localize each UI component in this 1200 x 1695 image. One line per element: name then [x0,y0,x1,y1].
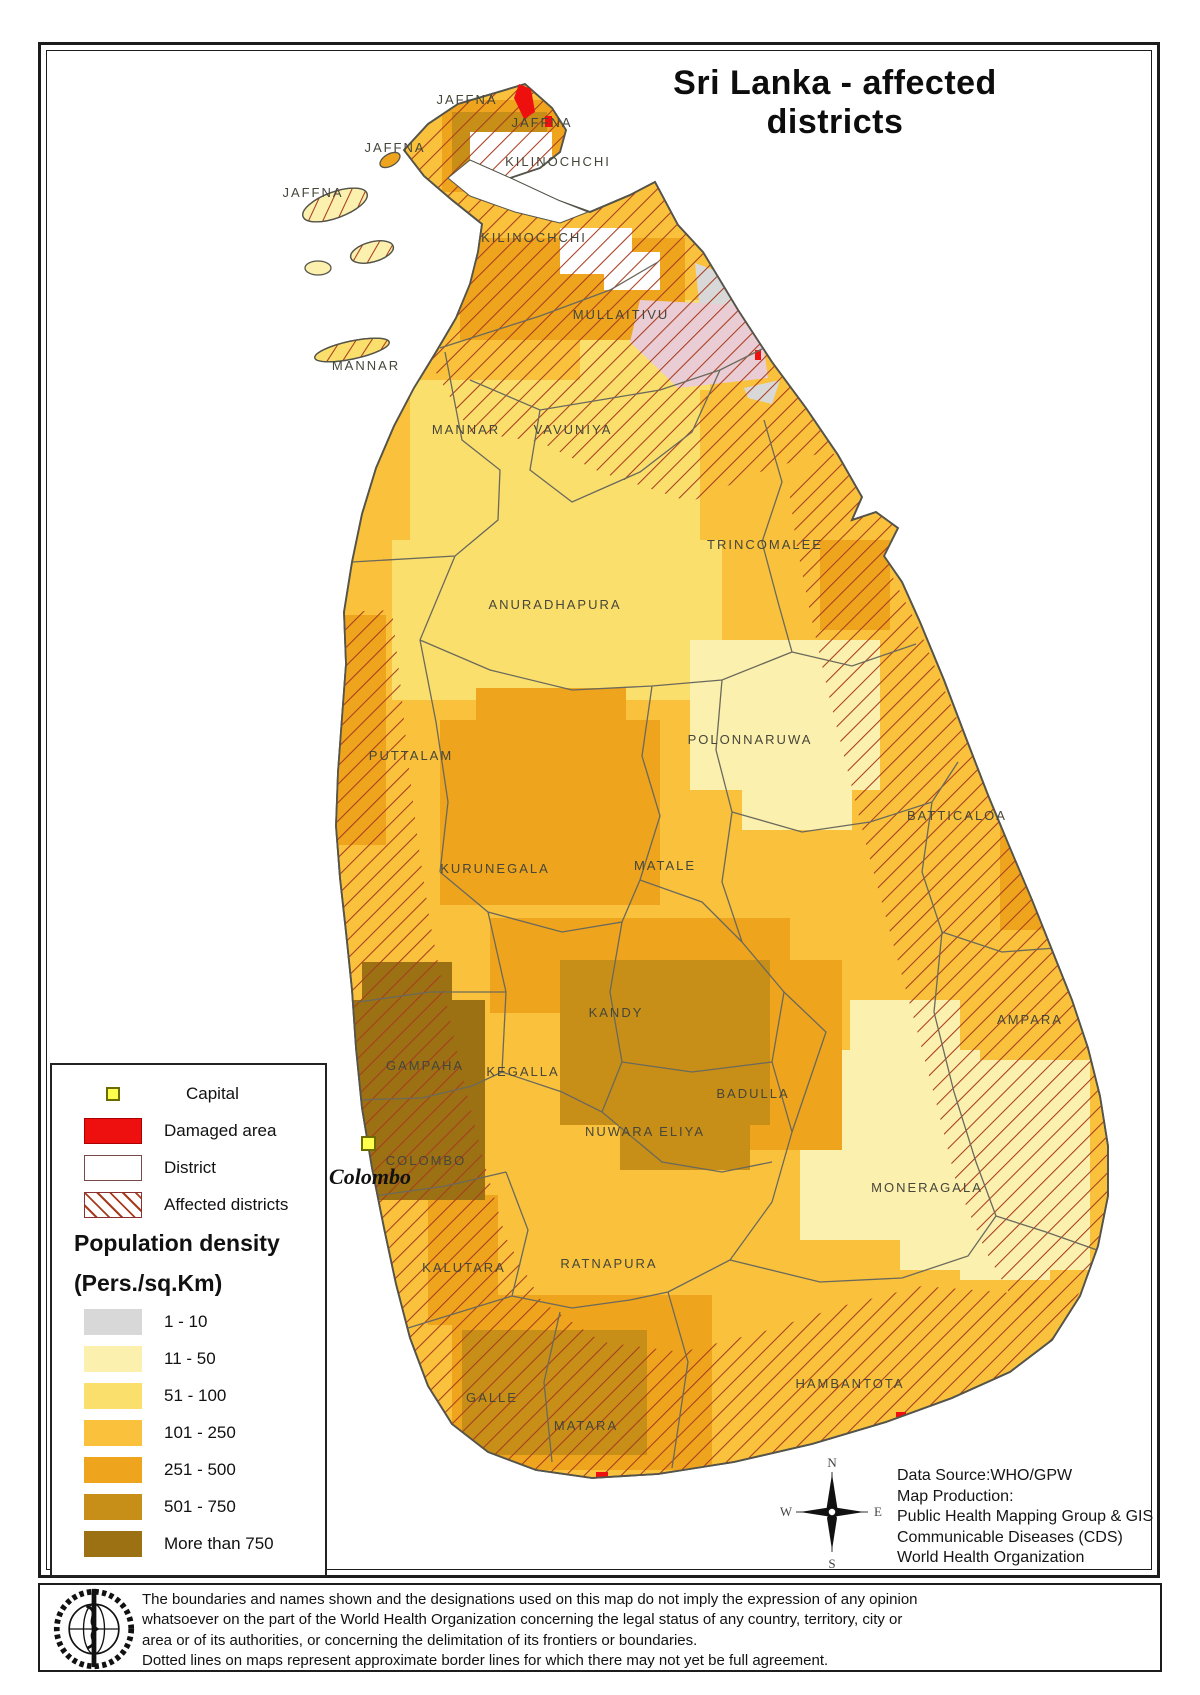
density-swatch [84,1308,142,1335]
jaffna-lagoon [447,159,590,224]
disclaimer-box: The boundaries and names shown and the d… [38,1583,1162,1672]
density-label: 501 - 750 [164,1496,236,1516]
affected-districts-swatch [84,1191,142,1218]
district-label: KALUTARA [422,1260,506,1275]
coastline [335,82,1109,1479]
density-row: 251 - 500 [52,1451,325,1488]
district-label: KEGALLA [486,1064,559,1079]
district-label: MONERAGALA [871,1180,983,1195]
district-label: KILINOCHCHI [481,230,587,245]
density-subtitle: (Pers./sq.Km) [74,1270,223,1296]
district-label: VAVUNIYA [534,422,613,437]
district-label: ANURADHAPURA [488,597,621,612]
compass-south: S [828,1556,835,1571]
district-label: POLONNARUWA [688,732,813,747]
map-frame-inner [46,50,1152,1570]
density-swatch [84,1493,142,1520]
who-logo [53,1588,135,1670]
credit-line: Map Production: [897,1487,1014,1505]
legend-capital-label: Capital [186,1083,239,1103]
density-swatch [84,1456,142,1483]
density-swatch [84,1382,142,1409]
district-label: JAFFNA [436,92,497,107]
capital-marker [361,1136,376,1151]
legend-row-capital: Capital [52,1075,325,1112]
compass-rose: N S W E [780,1455,882,1571]
district-label: BATTICALOA [907,808,1007,823]
district-label: PUTTALAM [369,748,453,763]
density-swatch [84,1345,142,1372]
district-label: AMPARA [997,1012,1063,1027]
district-boundaries [351,261,1098,1469]
density-row: 1 - 10 [52,1303,325,1340]
density-label: 251 - 500 [164,1459,236,1479]
density-row: 11 - 50 [52,1340,325,1377]
density-label: 101 - 250 [164,1422,236,1442]
map-title: Sri Lanka - affected districts [673,64,997,141]
island [302,82,1109,1479]
district-label: GALLE [466,1390,518,1405]
district-label: JAFFNA [511,115,572,130]
density-label: More than 750 [164,1533,274,1553]
legend-affected-label: Affected districts [164,1194,289,1214]
district-label: MANNAR [432,422,500,437]
islands [302,151,401,363]
legend-row-district: District [52,1149,325,1186]
credit-line: Public Health Mapping Group & GIS [897,1508,1154,1525]
district-label: JAFFNA [364,140,425,155]
district-label: KURUNEGALA [440,861,550,876]
district-label: NUWARA ELIYA [585,1124,705,1139]
density-label: 1 - 10 [164,1311,208,1331]
credit-line: Communicable Diseases (CDS) [897,1528,1123,1546]
damaged-north-tip [514,84,535,119]
district-labels: JAFFNA JAFFNA JAFFNA JAFFNA KILINOCHCHI KILIN… [282,92,1063,1433]
district-label: BADULLA [716,1086,789,1101]
legend-district-label: District [164,1157,216,1177]
district-label: TRINCOMALEE [707,537,823,552]
district-label: GAMPAHA [386,1058,464,1073]
map-frame-outer [38,42,1160,1578]
density-row: More than 750 [52,1525,325,1562]
district-label: KILINOCHCHI [505,154,611,169]
density-row: 101 - 250 [52,1414,325,1451]
district-label: HAMBANTOTA [795,1376,904,1391]
density-row: 51 - 100 [52,1377,325,1414]
disclaimer-text: The boundaries and names shown and the d… [142,1590,918,1671]
compass-north: N [827,1455,837,1470]
density-legend-rows: 1 - 10 11 - 50 51 - 100 101 - 250 251 - 500 5… [52,1303,325,1562]
legend-damaged-label: Damaged area [164,1120,277,1140]
density-label: 51 - 100 [164,1385,227,1405]
district-label: MATALE [634,858,696,873]
district-label: RATNAPURA [560,1256,657,1271]
capital-label: Colombo [329,1164,411,1189]
disclaimer-line: The boundaries and names shown and the d… [142,1591,918,1608]
legend-row-affected: Affected districts [52,1186,325,1223]
credit-line: World Health Organization [897,1549,1085,1566]
district-label: MATARA [554,1418,618,1433]
disclaimer-line: Dotted lines on maps represent approxima… [142,1651,829,1669]
density-swatch [84,1530,142,1557]
district-label: COLOMBO [386,1153,466,1168]
district-label: MANNAR [332,358,400,373]
map-credits: Data Source:WHO/GPW Map Production: Public… [897,1466,1153,1569]
capital-swatch [106,1086,120,1101]
density-row: 501 - 750 [52,1488,325,1525]
district-swatch [84,1154,142,1181]
density-label: 11 - 50 [164,1348,216,1368]
compass-west: W [780,1504,793,1519]
legend: Capital Damaged area District Affected d… [50,1063,327,1577]
damaged-area-swatch [84,1117,142,1144]
density-title: Population density [74,1230,280,1256]
disclaimer-line: whatsoever on the part of the World Heal… [142,1611,903,1629]
legend-row-damaged: Damaged area [52,1112,325,1149]
credit-line: Data Source:WHO/GPW [897,1467,1073,1484]
compass-east: E [874,1504,882,1519]
district-label: JAFFNA [282,185,343,200]
district-label: KANDY [589,1005,644,1020]
disclaimer-line: area or of its authorities, or concernin… [142,1631,698,1649]
density-swatch [84,1419,142,1446]
district-label: MULLAITIVU [573,307,670,322]
